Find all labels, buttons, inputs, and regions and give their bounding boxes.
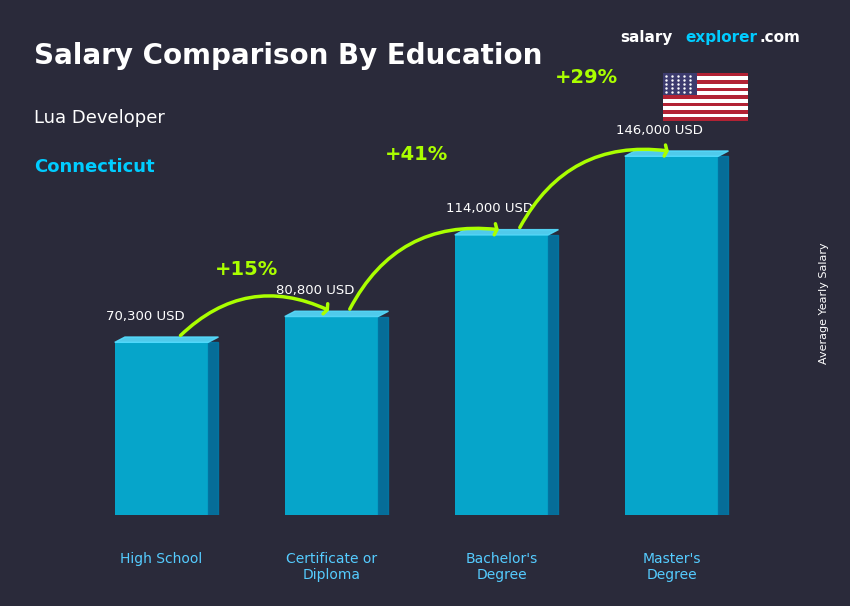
Bar <box>663 106 748 110</box>
Polygon shape <box>455 230 558 235</box>
Text: Lua Developer: Lua Developer <box>34 109 165 127</box>
Polygon shape <box>625 151 728 156</box>
Polygon shape <box>115 337 218 342</box>
Text: 70,300 USD: 70,300 USD <box>106 310 184 322</box>
FancyBboxPatch shape <box>115 342 208 515</box>
Text: +29%: +29% <box>555 68 618 87</box>
FancyBboxPatch shape <box>285 316 378 515</box>
Text: +15%: +15% <box>215 259 278 279</box>
Text: Connecticut: Connecticut <box>34 158 155 176</box>
Bar <box>663 92 748 95</box>
Text: Certificate or
Diploma: Certificate or Diploma <box>286 552 377 582</box>
Text: Average Yearly Salary: Average Yearly Salary <box>819 242 829 364</box>
Polygon shape <box>718 156 728 515</box>
Bar <box>663 84 748 88</box>
Text: 80,800 USD: 80,800 USD <box>276 284 354 297</box>
Text: High School: High School <box>121 552 202 566</box>
FancyBboxPatch shape <box>455 235 548 515</box>
Bar <box>663 114 748 118</box>
Text: salary: salary <box>620 30 673 45</box>
Text: Master's
Degree: Master's Degree <box>643 552 700 582</box>
Text: 146,000 USD: 146,000 USD <box>616 124 703 136</box>
Text: .com: .com <box>759 30 800 45</box>
Polygon shape <box>548 235 558 515</box>
Text: explorer: explorer <box>685 30 757 45</box>
Bar <box>663 99 748 102</box>
Polygon shape <box>285 311 388 316</box>
Polygon shape <box>208 342 218 515</box>
Bar <box>663 76 748 80</box>
Polygon shape <box>378 316 388 515</box>
Text: Bachelor's
Degree: Bachelor's Degree <box>466 552 537 582</box>
Text: Salary Comparison By Education: Salary Comparison By Education <box>34 42 542 70</box>
FancyBboxPatch shape <box>625 156 718 515</box>
Text: +41%: +41% <box>385 144 448 164</box>
Text: 114,000 USD: 114,000 USD <box>446 202 533 215</box>
